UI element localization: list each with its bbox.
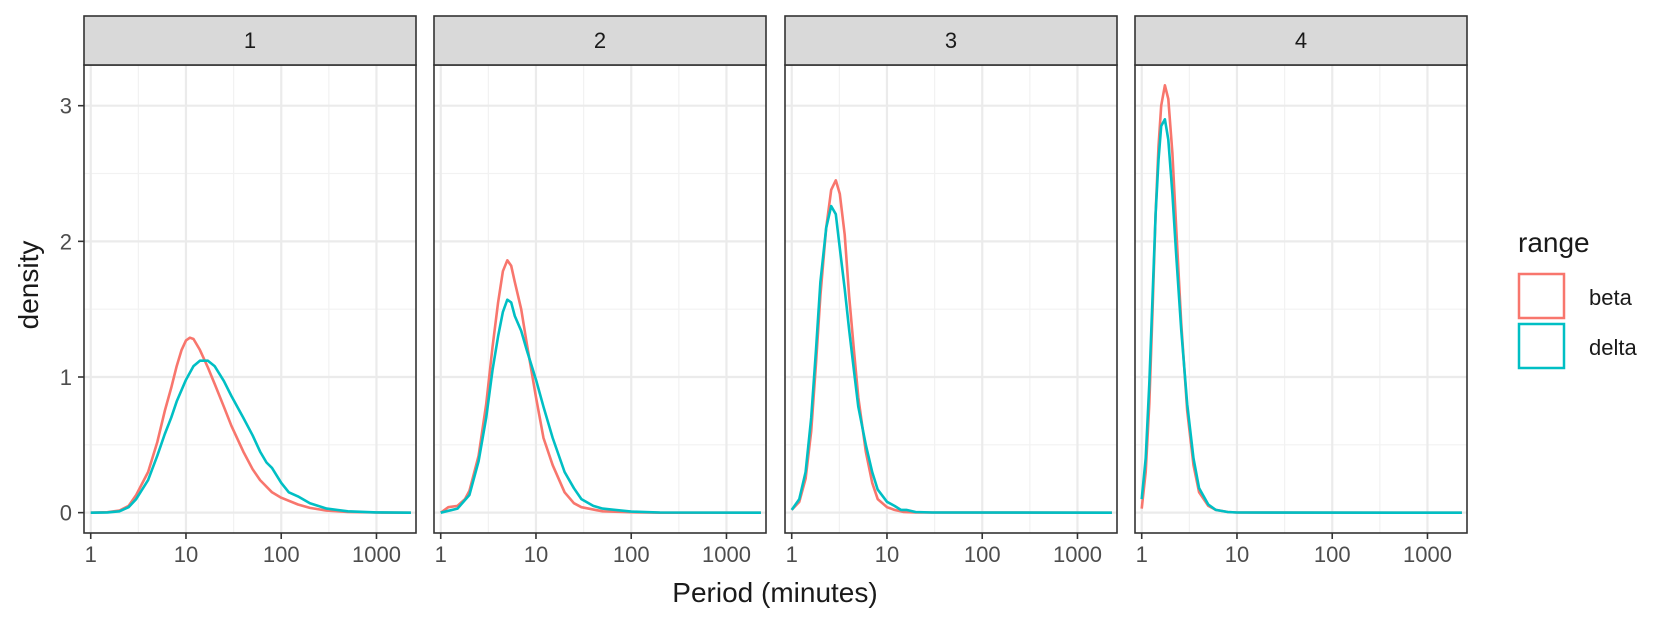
x-tick-label: 100 bbox=[964, 542, 1001, 567]
facet-panels: 1 1 10 100 1000 2 1 10 100 1000 3 1 10 100 1000 4 1 10 100… bbox=[83, 15, 1468, 567]
facet-panel-4: 4 1 10 100 1000 bbox=[1134, 15, 1468, 567]
x-tick-label: 10 bbox=[524, 542, 548, 567]
legend-label-beta: beta bbox=[1589, 285, 1633, 310]
x-tick-label: 1 bbox=[786, 542, 798, 567]
x-axis-title: Period (minutes) bbox=[672, 577, 877, 608]
x-tick-label: 1 bbox=[435, 542, 447, 567]
x-tick-label: 10 bbox=[875, 542, 899, 567]
x-tick-label: 100 bbox=[263, 542, 300, 567]
x-tick-label: 1000 bbox=[1053, 542, 1102, 567]
x-tick-label: 1000 bbox=[1403, 542, 1452, 567]
density-line-delta bbox=[440, 298, 761, 514]
density-line-beta bbox=[90, 336, 411, 514]
gridlines bbox=[434, 65, 766, 533]
x-tick-label: 1 bbox=[85, 542, 97, 567]
y-tick-label: 3 bbox=[60, 94, 72, 119]
panel-background bbox=[785, 65, 1117, 533]
facet-panel-1: 1 1 10 100 1000 bbox=[83, 15, 417, 567]
panel-background bbox=[1135, 65, 1467, 533]
legend-key-beta bbox=[1517, 272, 1566, 320]
x-tick-label: 1000 bbox=[702, 542, 751, 567]
x-tick-label: 1000 bbox=[352, 542, 401, 567]
y-tick-label: 1 bbox=[60, 365, 72, 390]
density-line-delta bbox=[1140, 118, 1462, 514]
facet-strip bbox=[433, 15, 767, 66]
facet-strip-label: 1 bbox=[244, 28, 256, 53]
facet-panel-2: 2 1 10 100 1000 bbox=[433, 15, 767, 567]
x-tick-label: 1 bbox=[1136, 542, 1148, 567]
density-line-delta bbox=[90, 359, 411, 514]
legend-label-delta: delta bbox=[1589, 335, 1637, 360]
panel-background bbox=[84, 65, 416, 533]
facet-strip-label: 4 bbox=[1295, 28, 1307, 53]
y-tick-label: 0 bbox=[60, 501, 72, 526]
facet-strip bbox=[83, 15, 417, 66]
facet-strip bbox=[784, 15, 1118, 66]
facet-strip-label: 2 bbox=[594, 28, 606, 53]
density-line-delta bbox=[790, 204, 1112, 514]
y-axis: 0 1 2 3 bbox=[60, 94, 84, 526]
panel-background bbox=[434, 65, 766, 533]
legend: range beta delta bbox=[1517, 227, 1637, 370]
x-tick-label: 10 bbox=[174, 542, 198, 567]
facet-panel-3: 3 1 10 100 1000 bbox=[784, 15, 1118, 567]
facet-strip-label: 3 bbox=[945, 28, 957, 53]
y-axis-title: density bbox=[13, 241, 44, 330]
legend-key-delta bbox=[1517, 322, 1566, 370]
x-tick-label: 100 bbox=[1314, 542, 1351, 567]
x-tick-label: 100 bbox=[613, 542, 650, 567]
facet-strip bbox=[1134, 15, 1468, 66]
x-tick-label: 10 bbox=[1225, 542, 1249, 567]
y-tick-label: 2 bbox=[60, 229, 72, 254]
gridlines bbox=[1135, 65, 1467, 533]
legend-title: range bbox=[1518, 227, 1590, 258]
